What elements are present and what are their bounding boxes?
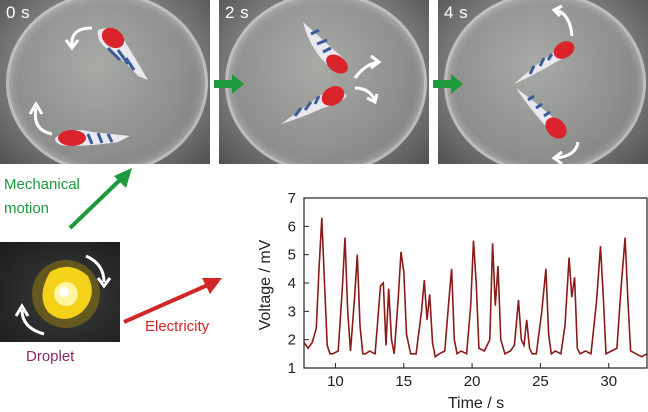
- y-tick-label: 2: [288, 332, 296, 349]
- y-axis-title: Voltage / mV: [257, 239, 274, 330]
- fish-pair-4s: [514, 4, 580, 164]
- rotation-arrow-icon: [354, 86, 377, 101]
- x-axis-title: Time / s: [448, 395, 504, 412]
- rotation-arrow-icon: [555, 141, 580, 160]
- y-tick-label: 4: [288, 275, 296, 292]
- series-line: [303, 217, 648, 359]
- fish-icon: [516, 88, 567, 139]
- electricity-arrow-icon: [123, 278, 222, 324]
- y-tick-label: 1: [288, 360, 296, 377]
- y-tick-label: 7: [288, 190, 296, 207]
- rotation-arrow-icon: [70, 26, 93, 47]
- y-tick-label: 5: [288, 247, 296, 264]
- stage-arrow-icon: [214, 74, 244, 94]
- x-tick-label: 10: [327, 373, 344, 390]
- fish-icon: [281, 86, 347, 124]
- mechanical-arrow-icon: [68, 168, 132, 230]
- time-label: 0 s: [6, 3, 31, 22]
- fish-icon: [55, 130, 130, 146]
- plot-frame: [303, 197, 648, 369]
- y-tick-label: 3: [288, 303, 296, 320]
- stage-arrow-icon: [433, 74, 463, 94]
- fish-pair-2s: [281, 22, 382, 124]
- petri-dish: [444, 0, 646, 164]
- time-label: 2 s: [225, 3, 250, 22]
- droplet-label: Droplet: [26, 348, 75, 365]
- x-tick-label: 25: [532, 373, 549, 390]
- fish-icon: [97, 27, 148, 80]
- fish-icon: [514, 41, 575, 84]
- photo-panel-4s: 4 s: [438, 0, 648, 164]
- rotation-arrow-icon: [555, 8, 574, 37]
- x-tick-label: 30: [600, 373, 617, 390]
- motion-label: motion: [4, 200, 50, 217]
- x-tick-label: 15: [395, 373, 412, 390]
- photo-panel-0s: 0 s: [0, 0, 210, 164]
- droplet-photo: [0, 242, 120, 342]
- electricity-label: Electricity: [145, 318, 210, 335]
- fish-pair-0s: [28, 26, 148, 146]
- rotation-arrow-icon: [33, 107, 53, 136]
- y-tick-label: 6: [288, 218, 296, 235]
- mechanical-label: Mechanical: [4, 176, 80, 193]
- time-label: 4 s: [444, 3, 469, 22]
- x-tick-label: 20: [464, 373, 481, 390]
- fish-icon: [303, 22, 348, 74]
